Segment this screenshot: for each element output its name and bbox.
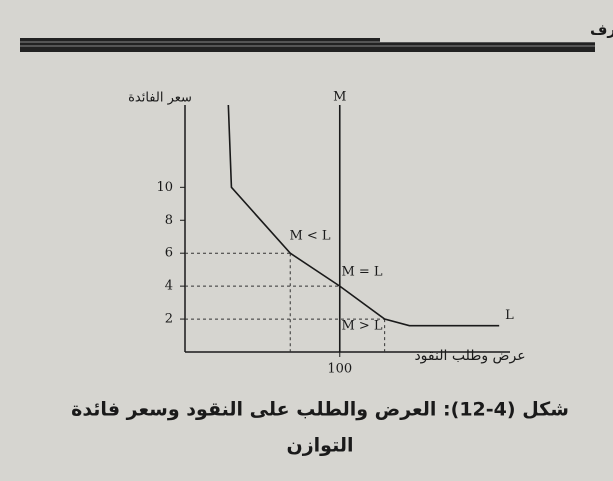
header-band <box>20 20 595 52</box>
caption-line: التوازن <box>287 435 354 457</box>
series-label: M <box>333 90 346 105</box>
x-tick-label: 100 <box>327 362 352 377</box>
y-tick-label: 8 <box>165 213 173 228</box>
y-tick-label: 10 <box>156 180 173 195</box>
x-axis-label: عرض وطلب النقود <box>414 348 525 364</box>
chart: 2 4 6 8 10 100 سعر الفائدة عرض وطلب النقود L M M <… <box>128 90 525 377</box>
y-tick-label: 2 <box>165 312 173 327</box>
annotation: M > L <box>341 319 382 334</box>
y-axis-label: سعر الفائدة <box>128 91 192 106</box>
annotation: M < L <box>289 229 330 244</box>
caption-line: شكل (4-12): العرض والطلب على النقود وسعر… <box>71 399 569 421</box>
y-tick-label: 4 <box>165 279 173 294</box>
series-label: L <box>505 308 514 323</box>
header-title: الفصل الثاني عشر: النقود والمصارف <box>590 21 613 39</box>
annotation: M = L <box>341 265 382 280</box>
y-tick-label: 6 <box>165 246 173 261</box>
